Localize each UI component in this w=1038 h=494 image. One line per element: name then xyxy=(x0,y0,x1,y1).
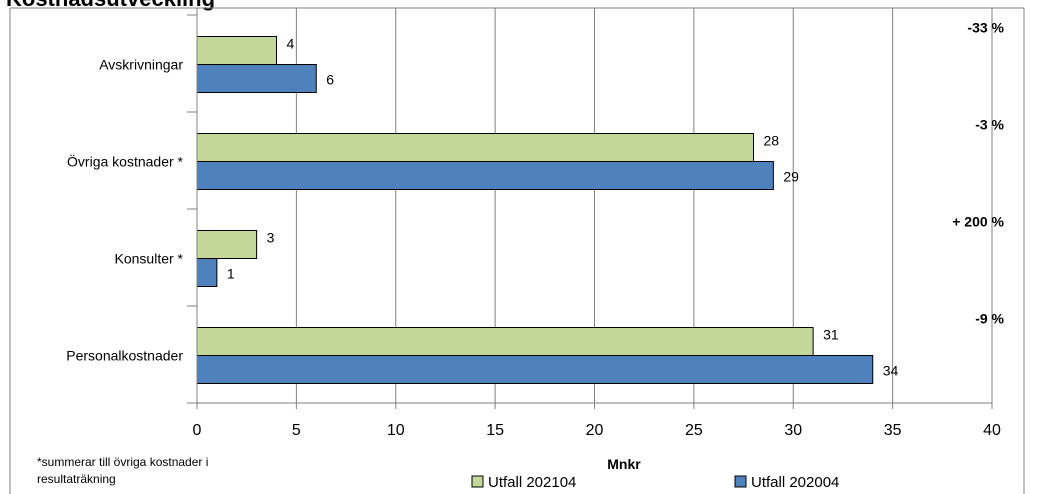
bar-utfall-202004 xyxy=(196,161,774,190)
x-tick-label: 30 xyxy=(784,422,802,439)
bar-utfall-202104 xyxy=(196,230,258,259)
bar-utfall-202104 xyxy=(196,133,754,162)
data-label: 29 xyxy=(783,169,799,185)
x-tick-label: 5 xyxy=(292,422,301,439)
x-tick-label: 0 xyxy=(193,422,202,439)
legend-swatch-series-1 xyxy=(471,475,484,488)
legend-label-series-2: Utfall 202004 xyxy=(751,474,839,491)
x-tick-label: 10 xyxy=(387,422,405,439)
category-label: Avskrivningar xyxy=(99,57,183,73)
data-label: 1 xyxy=(227,266,235,282)
legend-label-series-1: Utfall 202104 xyxy=(488,474,576,491)
change-label: -9 % xyxy=(975,311,1004,327)
category-label: Övriga kostnader * xyxy=(67,153,183,170)
category-label: Konsulter * xyxy=(115,251,184,267)
x-tick-label: 40 xyxy=(983,422,1001,439)
data-label: 4 xyxy=(287,36,295,52)
footnote-line-1: *summerar till övriga kostnader i xyxy=(37,455,208,469)
footnote-line-2: resultaträkning xyxy=(37,472,116,486)
bars xyxy=(196,36,874,384)
change-label: -33 % xyxy=(967,20,1004,36)
chart-title: Kostnadsutveckling xyxy=(6,0,215,11)
bar-utfall-202104 xyxy=(196,36,277,65)
legend-swatch-series-2 xyxy=(734,475,747,488)
data-label: 31 xyxy=(823,327,839,343)
labels: 0 5 10 15 20 25 30 35 40Personalkostnader3134-9 … xyxy=(66,20,1004,440)
change-label: -3 % xyxy=(975,117,1004,133)
x-tick-label: 15 xyxy=(486,422,504,439)
data-label: 28 xyxy=(764,133,780,149)
x-tick-label: 35 xyxy=(884,422,902,439)
legend: Utfall 202104 Utfall 202004 xyxy=(471,474,839,491)
data-label: 34 xyxy=(883,363,899,379)
change-label: + 200 % xyxy=(952,214,1004,230)
bar-utfall-202004 xyxy=(196,64,317,93)
axes xyxy=(187,8,993,409)
category-label: Personalkostnader xyxy=(66,348,183,364)
bar-utfall-202104 xyxy=(196,327,814,356)
bar-utfall-202004 xyxy=(196,355,874,384)
x-axis-title: Mnkr xyxy=(607,456,641,472)
x-tick-label: 25 xyxy=(685,422,703,439)
bar-utfall-202004 xyxy=(196,258,218,287)
data-label: 3 xyxy=(267,230,275,246)
data-label: 6 xyxy=(326,72,334,88)
x-tick-label: 20 xyxy=(586,422,604,439)
